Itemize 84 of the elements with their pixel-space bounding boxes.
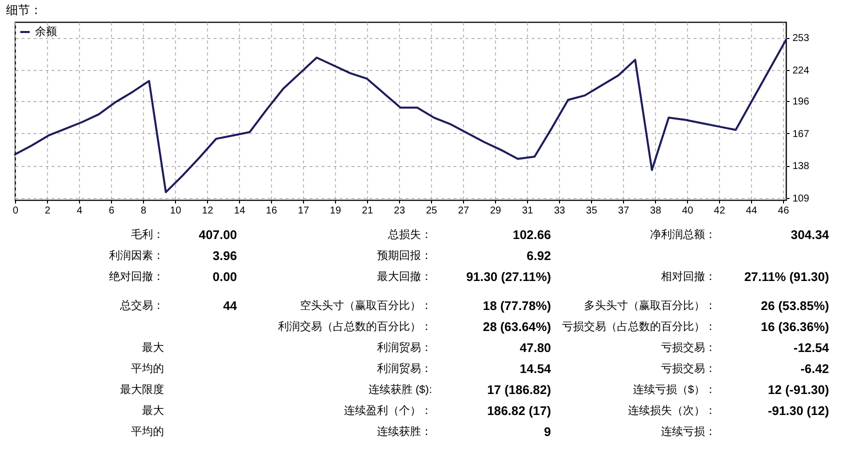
text: 连续获胜：	[377, 425, 432, 438]
text: 最大回撤：	[377, 270, 432, 283]
text: 连续亏损：	[661, 425, 716, 438]
x-tick-label: 14	[234, 206, 246, 216]
text: -6.42	[800, 362, 830, 376]
text: 毛利：	[131, 228, 164, 241]
x-tick-label: 6	[108, 206, 115, 216]
text: 9	[544, 425, 552, 439]
text: 相对回撤：	[661, 270, 716, 283]
x-tick-label: 12	[202, 206, 214, 216]
text: 0.00	[212, 270, 238, 284]
text: 最大	[142, 404, 164, 417]
x-tick-label: 42	[714, 206, 726, 216]
text: -91.30 (12)	[768, 404, 829, 418]
text: 407.00	[198, 228, 238, 242]
y-tick-label: 109	[792, 193, 810, 204]
text: 16 (36.36%)	[760, 320, 829, 334]
text: 47.80	[520, 341, 552, 355]
text: 预期回报：	[377, 250, 432, 262]
text: 28 (63.64%)	[482, 320, 551, 334]
x-tick-label: 8	[140, 206, 147, 216]
x-tick-label: 23	[394, 206, 406, 216]
x-tick-label: 40	[682, 206, 694, 216]
text: 连续盈利（个）：	[344, 404, 432, 417]
x-tick-label: 19	[330, 206, 342, 216]
x-tick-label: 31	[522, 206, 534, 216]
y-tick-label: 224	[792, 65, 810, 76]
text: 连续损失（次）：	[628, 404, 716, 417]
x-tick-label: 16	[266, 206, 278, 216]
x-tick-label: 35	[586, 206, 598, 216]
x-tick-label: 27	[458, 206, 470, 216]
text: 利润因素：	[109, 249, 164, 262]
text: 空头头寸（赢取百分比）：	[300, 299, 432, 312]
x-tick-label: 10	[170, 206, 182, 216]
y-tick-label: 167	[792, 128, 810, 140]
text: 利润贸易：	[377, 341, 432, 354]
text: 平均的	[131, 426, 164, 438]
text: 多头头寸（赢取百分比）：	[584, 299, 716, 312]
text: 14.54	[520, 362, 552, 376]
text: 亏损交易（占总数的百分比）：	[562, 320, 716, 333]
text: 平均的	[131, 363, 164, 375]
text: 12 (-91.30)	[768, 383, 829, 397]
y-tick-label: 138	[792, 161, 810, 172]
x-tick-label: 33	[554, 206, 566, 216]
x-tick-label: 44	[746, 206, 758, 216]
text: 净利润总额：	[650, 228, 716, 241]
text: 102.66	[512, 228, 552, 242]
legend-label: 余额	[35, 25, 57, 38]
y-tick-label: 253	[792, 33, 810, 44]
x-tick-label: 4	[76, 206, 83, 216]
line-series	[14, 38, 787, 194]
x-tick-label: 17	[298, 206, 310, 216]
text: 总交易：	[119, 299, 164, 312]
text: 26 (53.85%)	[760, 299, 829, 313]
text: 绝对回撤：	[109, 270, 164, 283]
text: 总损失：	[387, 228, 432, 241]
y-tick-label: 196	[792, 96, 810, 108]
x-tick-label: 2	[44, 206, 51, 216]
text: 44	[223, 299, 238, 313]
text: 3.96	[212, 249, 238, 263]
x-tick-label: 25	[426, 206, 438, 216]
text: 最大	[142, 341, 164, 354]
x-tick-label: 0	[12, 206, 19, 216]
text: 利润贸易：	[377, 362, 432, 375]
chart-title: 细节：	[6, 3, 42, 17]
text: -12.54	[794, 341, 830, 355]
text: 亏损交易：	[661, 362, 716, 375]
x-tick-label: 38	[650, 206, 662, 216]
text: 利润交易（占总数的百分比）：	[278, 320, 432, 333]
text: 6.92	[526, 249, 552, 263]
x-tick-label: 37	[618, 206, 630, 216]
text: 304.34	[790, 228, 830, 242]
text: 亏损交易：	[661, 341, 716, 354]
text: 连续获胜 ($):	[368, 383, 432, 396]
text: 18 (77.78%)	[482, 299, 551, 313]
text: 17 (186.82)	[487, 383, 551, 397]
text: 27.11% (91.30)	[744, 270, 829, 284]
x-tick-label: 46	[778, 206, 790, 216]
x-tick-label: 29	[490, 206, 502, 216]
text: 91.30 (27.11%)	[466, 270, 551, 284]
text: 186.82 (17)	[487, 404, 551, 418]
text: 连续亏损（$）：	[632, 383, 716, 396]
text: 最大限度	[120, 383, 164, 396]
x-tick-label: 21	[362, 206, 374, 216]
